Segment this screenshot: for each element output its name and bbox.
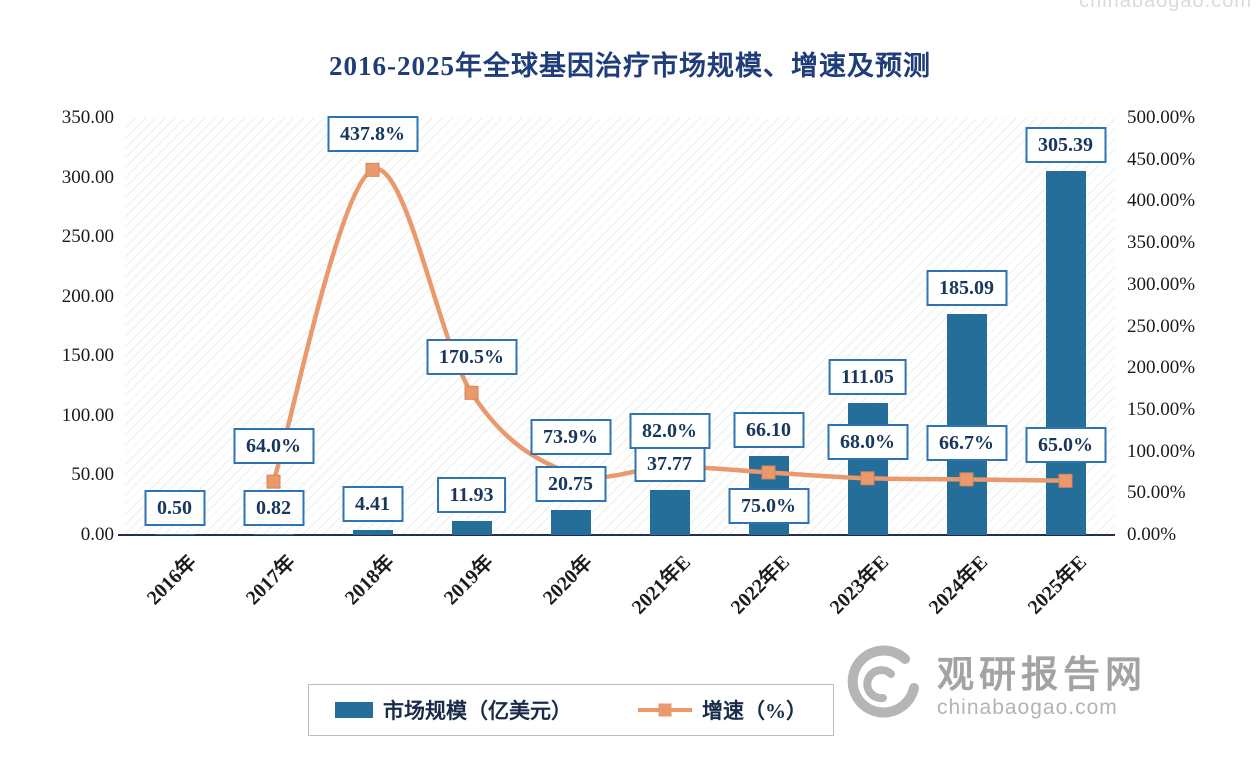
bar-value-label: 0.50: [144, 489, 205, 526]
growth-value-label: 65.0%: [1025, 426, 1106, 463]
x-axis-label-2022年E: 2022年E: [726, 551, 795, 619]
x-axis-line: [118, 534, 1115, 536]
watermark-top-site: chinabaogao.com: [1079, 0, 1252, 12]
x-axis-label-2020年: 2020年: [538, 551, 597, 610]
watermark-site: chinabaogao.com: [937, 695, 1118, 719]
legend-label-market-size: 市场规模（亿美元）: [383, 699, 572, 723]
bar-2016年: [154, 533, 195, 535]
x-axis-label-2024年E: 2024年E: [924, 551, 993, 619]
bar-2018年: [352, 529, 393, 535]
legend-item-growth: 增速（%）: [638, 695, 807, 725]
bar-value-label: 185.09: [926, 270, 1007, 307]
y-axis-left-tick: 200.00: [61, 285, 114, 307]
growth-value-label: 64.0%: [233, 427, 314, 464]
x-axis-label-2019年: 2019年: [439, 551, 498, 610]
bar-value-label: 305.39: [1025, 127, 1106, 164]
bar-2017年: [253, 533, 294, 535]
y-axis-right-tick: 400.00%: [1127, 190, 1196, 212]
y-axis-right-tick: 300.00%: [1127, 273, 1196, 295]
bar-2023年E: [847, 402, 888, 535]
growth-value-label: 73.9%: [530, 419, 611, 456]
growth-value-label: 170.5%: [426, 338, 517, 375]
y-axis-right-tick: 150.00%: [1127, 398, 1196, 420]
y-axis-left-tick: 350.00: [61, 107, 114, 128]
watermark: 观研报告网 chinabaogao.com: [845, 644, 1147, 729]
y-axis-right-tick: 500.00%: [1127, 107, 1196, 128]
x-axis-label-2023年E: 2023年E: [825, 551, 894, 619]
bar-2021年E: [649, 489, 690, 535]
y-axis-right-tick: 200.00%: [1127, 357, 1196, 379]
growth-value-label: 82.0%: [629, 412, 710, 449]
growth-value-label: 437.8%: [327, 115, 418, 152]
growth-value-label: 66.7%: [926, 425, 1007, 462]
x-axis-label-2021年E: 2021年E: [627, 551, 696, 619]
y-axis-left-tick: 100.00: [61, 404, 114, 426]
legend-label-growth: 增速（%）: [702, 699, 807, 723]
bar-2019年: [451, 520, 492, 535]
x-axis-label-2018年: 2018年: [340, 551, 399, 610]
y-axis-left-tick: 250.00: [61, 226, 114, 248]
y-axis-right-tick: 50.00%: [1127, 482, 1186, 504]
bar-value-label: 0.82: [243, 489, 304, 526]
growth-value-label: 75.0%: [728, 488, 809, 525]
y-axis-right-tick: 250.00%: [1127, 315, 1196, 337]
watermark-brand: 观研报告网: [937, 653, 1147, 695]
x-axis-label-2025年E: 2025年E: [1023, 551, 1092, 619]
x-axis-label-2017年: 2017年: [241, 551, 300, 610]
x-axis-label-2016年: 2016年: [142, 551, 201, 610]
brand-logo-icon: [845, 644, 925, 729]
bar-2025年E: [1045, 171, 1086, 535]
y-axis-right-tick: 100.00%: [1127, 440, 1196, 462]
bar-2020年: [550, 510, 591, 535]
bar-value-label: 11.93: [436, 476, 507, 513]
bar-value-label: 111.05: [828, 358, 907, 395]
y-axis-left-tick: 0.00: [80, 524, 114, 545]
y-axis-left-tick: 300.00: [61, 166, 114, 188]
bar-value-label: 20.75: [535, 466, 606, 503]
bar-value-label: 66.10: [733, 412, 804, 449]
growth-value-label: 68.0%: [827, 424, 908, 461]
legend-item-market-size: 市场规模（亿美元）: [335, 695, 572, 725]
y-axis-left-tick: 50.00: [71, 464, 114, 486]
bar-value-label: 37.77: [634, 446, 705, 482]
bar-value-label: 4.41: [342, 485, 403, 522]
y-axis-right-tick: 0.00%: [1127, 524, 1177, 545]
chart-title: 2016-2025年全球基因治疗市场规模、增速及预测: [329, 51, 931, 81]
bar-swatch-icon: [335, 702, 373, 718]
y-axis-right-tick: 350.00%: [1127, 232, 1196, 254]
y-axis-right-tick: 450.00%: [1127, 148, 1196, 170]
line-swatch-icon: [638, 703, 692, 717]
y-axis-left-tick: 150.00: [61, 345, 114, 367]
legend: 市场规模（亿美元） 增速（%）: [308, 684, 834, 736]
